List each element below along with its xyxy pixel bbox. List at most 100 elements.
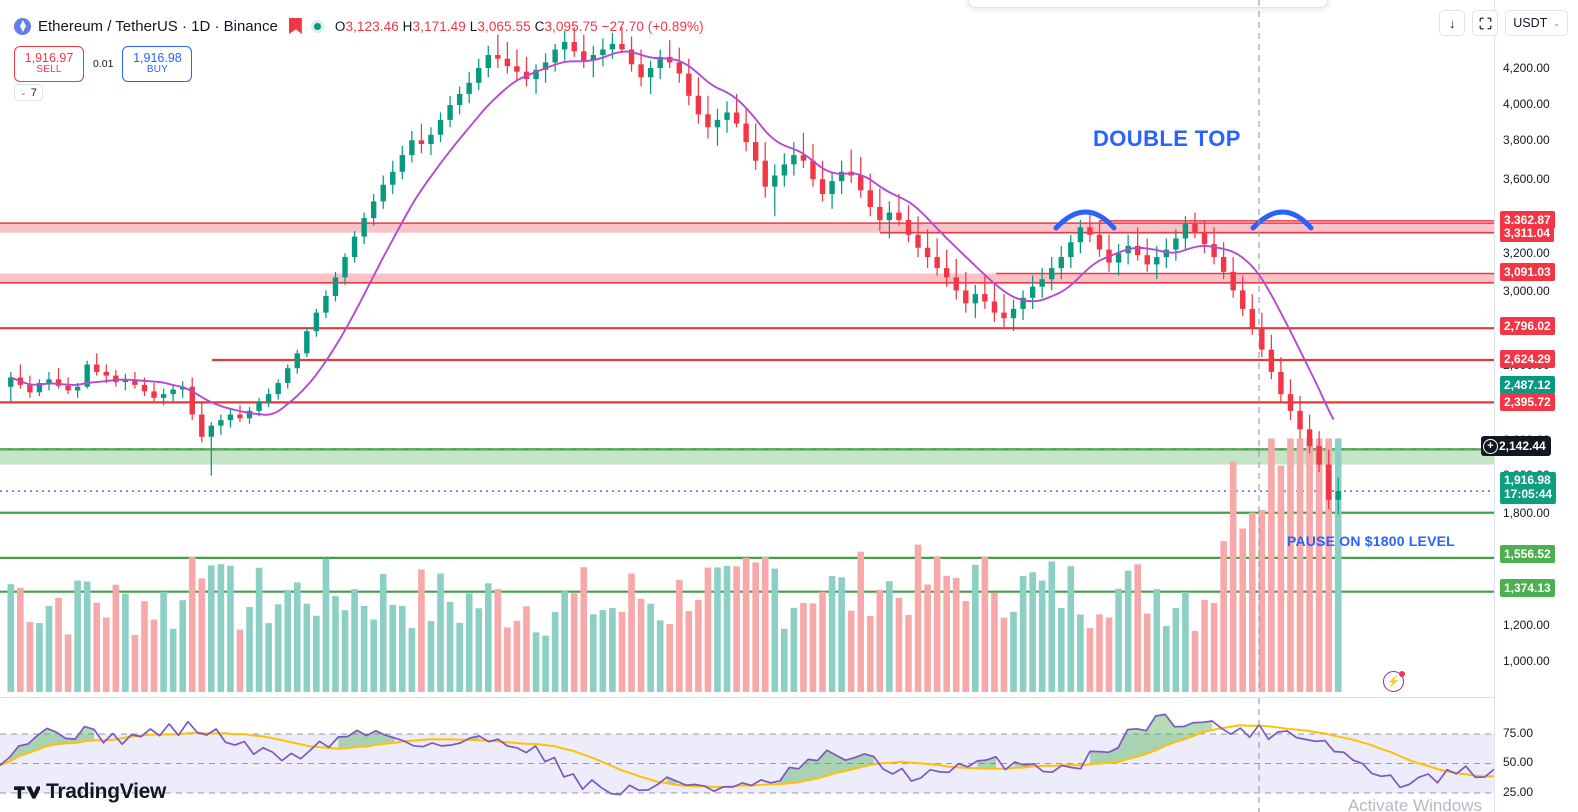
rsi-d-line bbox=[0, 724, 1494, 788]
volume-bar bbox=[313, 615, 320, 692]
ohlc-change-pct: (+0.89%) bbox=[647, 18, 704, 34]
candle-body bbox=[829, 181, 835, 195]
main-chart-pane[interactable] bbox=[0, 0, 1494, 693]
trade-panel: 1,916.97 SELL 0.01 1,916.98 BUY bbox=[14, 46, 193, 82]
resistance-2796-label[interactable]: 2,796.02 bbox=[1500, 317, 1555, 335]
toolbar-icon-3[interactable]: ⌃ bbox=[1080, 0, 1089, 5]
volume-bar bbox=[227, 565, 234, 692]
resistance-3311-label[interactable]: 3,311.04 bbox=[1500, 224, 1555, 242]
volume-bar bbox=[1105, 617, 1113, 692]
volume-bar bbox=[274, 604, 282, 692]
price-axis[interactable]: 4,200.004,000.003,800.003,600.003,400.00… bbox=[1481, 0, 1578, 812]
volume-bar bbox=[695, 599, 702, 692]
floating-drawing-toolbar[interactable]: ⌃ ⌃ ⌃ ⌃ ⌃ ⌃ ⌃ ⌃ bbox=[968, 0, 1328, 8]
lightning-alert-icon[interactable]: ⚡ bbox=[1383, 671, 1405, 692]
resistance-zone-upper[interactable] bbox=[0, 223, 1494, 233]
volume-bar bbox=[1029, 572, 1036, 692]
fullscreen-icon[interactable] bbox=[1472, 10, 1499, 36]
resistance-zone-lower[interactable] bbox=[0, 273, 1494, 283]
axis-tick: 4,000.00 bbox=[1503, 97, 1550, 111]
candle-body bbox=[390, 171, 396, 185]
current-price-label[interactable]: 1,916.98 17:05:44 bbox=[1500, 472, 1557, 504]
resistance-2624-label[interactable]: 2,624.29 bbox=[1500, 350, 1555, 368]
candle-body bbox=[65, 385, 71, 391]
candle-body bbox=[1020, 297, 1026, 309]
red-flag-icon[interactable] bbox=[288, 18, 302, 34]
axis-tick: 4,200.00 bbox=[1503, 61, 1550, 75]
candle-body bbox=[1173, 238, 1179, 250]
candle-body bbox=[1163, 249, 1170, 258]
candle-body bbox=[1144, 255, 1150, 265]
axis-tick: 3,600.00 bbox=[1503, 172, 1550, 186]
volume-bar bbox=[857, 551, 865, 692]
ohlc-h-value: 3,171.49 bbox=[412, 18, 466, 34]
volume-bar bbox=[933, 556, 941, 692]
support-1374-label[interactable]: 1,374.13 bbox=[1500, 579, 1555, 597]
rsi-axis-tick: 75.00 bbox=[1503, 726, 1534, 740]
support-1557-label[interactable]: 1,556.52 bbox=[1500, 545, 1555, 563]
rsi-fill-region bbox=[9, 726, 94, 762]
rsi-fill-region bbox=[977, 756, 996, 769]
candle-body bbox=[571, 42, 577, 52]
volume-bar bbox=[1143, 613, 1151, 692]
sell-price: 1,916.97 bbox=[24, 50, 74, 65]
rsi-chart-svg bbox=[0, 698, 1494, 812]
candle-body bbox=[342, 257, 348, 278]
candle-body bbox=[466, 82, 472, 94]
volume-bar bbox=[647, 603, 654, 692]
double-top-arc-1[interactable] bbox=[1053, 209, 1117, 231]
volume-bar bbox=[542, 635, 549, 692]
axis-tick: 3,200.00 bbox=[1503, 246, 1550, 260]
candle-body bbox=[1001, 312, 1007, 319]
price-chart-svg bbox=[0, 0, 1494, 693]
candle-body bbox=[208, 425, 215, 437]
axis-tick: 1,800.00 bbox=[1503, 506, 1550, 520]
toolbar-icon-1[interactable]: ⌃ bbox=[996, 0, 1005, 5]
ohlc-l-label: L bbox=[469, 18, 478, 34]
annotation-pause-level[interactable]: PAUSE ON $1800 LEVEL bbox=[1287, 533, 1455, 549]
candle-body bbox=[1306, 429, 1313, 447]
volume-bar bbox=[656, 620, 664, 692]
toolbar-icon-4[interactable]: ⌃ bbox=[1122, 0, 1131, 5]
add-alert-icon[interactable]: + bbox=[1483, 438, 1498, 454]
volume-bar bbox=[408, 628, 416, 692]
candle-body bbox=[695, 95, 702, 115]
volume-bar bbox=[1086, 628, 1094, 692]
volume-bar bbox=[570, 593, 578, 692]
volume-bar bbox=[93, 602, 101, 692]
candle-body bbox=[628, 49, 635, 65]
sell-button[interactable]: 1,916.97 SELL bbox=[14, 46, 84, 82]
volume-bar bbox=[637, 598, 645, 692]
volume-bar bbox=[141, 601, 148, 692]
candle-body bbox=[246, 410, 253, 419]
candle-body bbox=[409, 140, 415, 156]
level-2487-label[interactable]: 2,487.12 bbox=[1500, 376, 1555, 394]
candle-body bbox=[638, 64, 644, 78]
toolbar-icon-8[interactable]: ⌃ bbox=[1291, 0, 1300, 5]
symbol-title[interactable]: Ethereum / TetherUS · 1D · Binance bbox=[38, 17, 278, 35]
currency-selector[interactable]: USDT ⌄ bbox=[1505, 10, 1568, 36]
candle-body bbox=[103, 371, 109, 376]
candle-body bbox=[1325, 464, 1332, 500]
toolbar-icon-7[interactable]: ⌃ bbox=[1249, 0, 1258, 5]
stochastic-rsi-pane[interactable] bbox=[0, 697, 1494, 812]
candle-body bbox=[1058, 257, 1064, 269]
buy-button[interactable]: 1,916.98 BUY bbox=[122, 46, 193, 82]
resistance-3091-label[interactable]: 3,091.03 bbox=[1500, 263, 1555, 281]
annotation-double-top[interactable]: DOUBLE TOP bbox=[1093, 126, 1241, 151]
alert-dot-icon bbox=[1399, 671, 1405, 677]
toolbar-icon-2[interactable]: ⌃ bbox=[1038, 0, 1047, 5]
toolbar-icon-5[interactable]: ⌃ bbox=[1165, 0, 1174, 5]
volume-bar bbox=[179, 600, 186, 692]
candle-body bbox=[323, 295, 329, 313]
quantity-selector[interactable]: ⌄ 7 bbox=[14, 84, 43, 101]
resistance-2395-label[interactable]: 2,395.72 bbox=[1500, 393, 1555, 411]
support-zone-2142[interactable] bbox=[0, 449, 1494, 465]
candle-body bbox=[533, 69, 539, 80]
candle-body bbox=[313, 312, 320, 332]
candle-body bbox=[819, 179, 826, 195]
volume-bar bbox=[1334, 438, 1342, 692]
market-status-dot-icon bbox=[310, 19, 324, 33]
toolbar-icon-6[interactable]: ⌃ bbox=[1207, 0, 1216, 5]
download-icon[interactable]: ↓ bbox=[1439, 10, 1466, 36]
